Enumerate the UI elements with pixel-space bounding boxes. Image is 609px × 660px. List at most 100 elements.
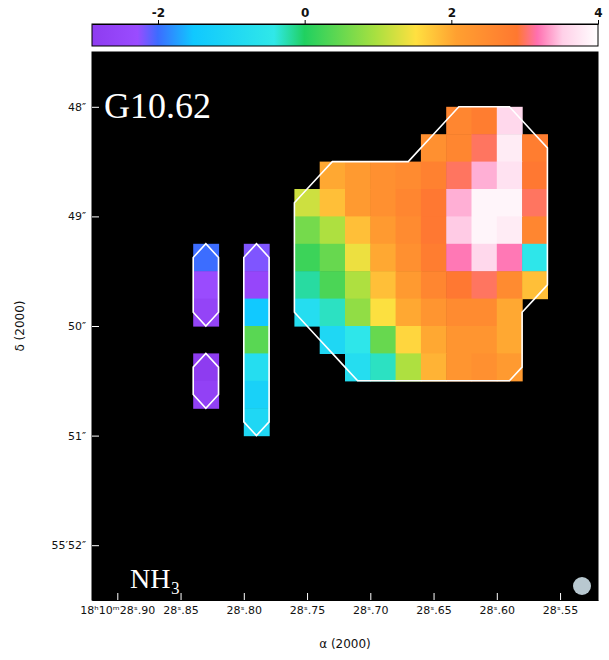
- cells: [193, 107, 548, 436]
- cell: [320, 189, 346, 217]
- colorbar-tick: 0: [301, 6, 309, 24]
- colorbar-tick-label: 4: [594, 6, 602, 20]
- cell: [396, 189, 422, 217]
- cell: [294, 299, 320, 327]
- cell: [193, 244, 219, 272]
- cell: [244, 299, 270, 327]
- cell: [421, 299, 447, 327]
- x-tick-label: 28ˢ.75: [290, 604, 326, 617]
- cell: [370, 162, 396, 190]
- x-tick: 28ˢ.65: [416, 593, 452, 617]
- y-tick: 55′52″: [51, 539, 99, 552]
- x-tick-label: 28ˢ.70: [353, 604, 389, 617]
- cell: [446, 216, 472, 244]
- cell: [370, 299, 396, 327]
- cell: [396, 162, 422, 190]
- colorbar-tick-mark: [451, 20, 452, 24]
- cell: [370, 271, 396, 299]
- cell: [345, 353, 371, 381]
- cell: [446, 271, 472, 299]
- cell: [522, 216, 548, 244]
- x-tick-label: 18ʰ10ᵐ28ˢ.90: [80, 604, 155, 617]
- cell: [244, 408, 270, 436]
- x-tick-label: 28ˢ.80: [226, 604, 262, 617]
- x-tick-mark: [117, 593, 118, 600]
- cell: [472, 326, 498, 354]
- cell: [244, 326, 270, 354]
- cell: [421, 189, 447, 217]
- cell: [497, 271, 523, 299]
- y-tick: 49″: [68, 210, 99, 223]
- cell: [244, 271, 270, 299]
- x-tick-mark: [370, 593, 371, 600]
- colorbar-tick: 4: [594, 6, 602, 24]
- cell: [421, 353, 447, 381]
- colorbar-tick-label: -2: [152, 6, 165, 20]
- y-tick: 51″: [68, 430, 99, 443]
- cell: [446, 162, 472, 190]
- cell: [421, 326, 447, 354]
- y-axis-title: δ (2000): [13, 300, 27, 351]
- x-tick-mark: [181, 593, 182, 600]
- x-axis-line: [93, 600, 599, 601]
- colorbar-axis: -2 0 2 4: [93, 6, 603, 25]
- y-tick-mark: [92, 216, 99, 217]
- cell: [472, 353, 498, 381]
- cell: [522, 244, 548, 272]
- x-tick-mark: [307, 593, 308, 600]
- cell: [370, 353, 396, 381]
- colorbar-tick-label: 0: [301, 6, 309, 20]
- cell: [320, 244, 346, 272]
- cell: [446, 189, 472, 217]
- figure: -2 0 2 4 18ʰ10ᵐ28ˢ.90 28ˢ.85 28ˢ.80 28ˢ.75 28ˢ.7…: [0, 0, 609, 660]
- colorbar-tick-mark: [598, 20, 599, 24]
- colorbar-tick: 2: [448, 6, 456, 24]
- cell: [370, 244, 396, 272]
- x-tick-label: 28ˢ.85: [163, 604, 199, 617]
- cell: [193, 353, 219, 381]
- x-tick: 28ˢ.80: [226, 593, 262, 617]
- cell: [472, 299, 498, 327]
- cell: [446, 326, 472, 354]
- y-tick-label: 55′52″: [51, 539, 86, 552]
- cell: [472, 162, 498, 190]
- cell: [244, 353, 270, 381]
- y-tick-label: 50″: [68, 320, 86, 333]
- cell: [345, 162, 371, 190]
- colorbar-tick: -2: [152, 6, 165, 24]
- x-tick: 28ˢ.85: [163, 593, 199, 617]
- beam: [573, 577, 591, 595]
- cell: [345, 271, 371, 299]
- cell: [497, 134, 523, 162]
- y-tick-mark: [92, 326, 99, 327]
- molecule-label: NH₃: [130, 563, 180, 594]
- y-tick-mark: [92, 107, 99, 108]
- y-tick: 48″: [68, 101, 99, 114]
- x-tick-mark: [497, 593, 498, 600]
- cell: [497, 189, 523, 217]
- plot-background: [92, 52, 598, 600]
- cell: [345, 216, 371, 244]
- plot-area: [193, 107, 591, 595]
- cell: [370, 326, 396, 354]
- cell: [497, 353, 523, 381]
- y-tick: 50″: [68, 320, 99, 333]
- x-tick-mark: [434, 593, 435, 600]
- cell: [497, 326, 523, 354]
- cell: [320, 326, 346, 354]
- cell: [244, 244, 270, 272]
- cell: [522, 162, 548, 190]
- cell: [497, 107, 523, 135]
- colorbar-tick-label: 2: [448, 6, 456, 20]
- cell: [370, 189, 396, 217]
- cell: [396, 244, 422, 272]
- cell: [472, 244, 498, 272]
- x-tick: 28ˢ.55: [543, 593, 579, 617]
- y-tick-label: 48″: [68, 101, 86, 114]
- x-tick-mark: [560, 593, 561, 600]
- cell: [396, 299, 422, 327]
- cell: [244, 381, 270, 409]
- contour: [193, 107, 547, 436]
- cell: [472, 107, 498, 135]
- cell: [345, 326, 371, 354]
